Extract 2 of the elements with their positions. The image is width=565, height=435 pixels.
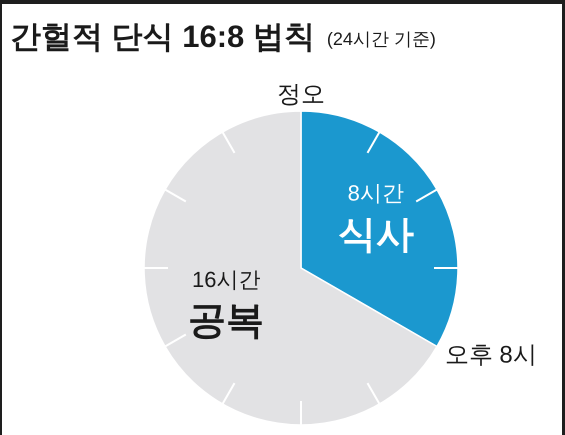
subtitle: (24시간 기준) [326, 29, 436, 49]
title: 간헐적 단식 16:8 법칙 [10, 19, 315, 54]
